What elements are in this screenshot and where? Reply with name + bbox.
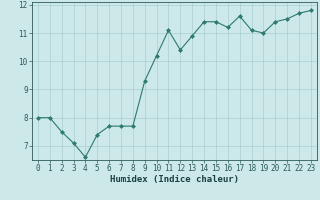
- X-axis label: Humidex (Indice chaleur): Humidex (Indice chaleur): [110, 175, 239, 184]
